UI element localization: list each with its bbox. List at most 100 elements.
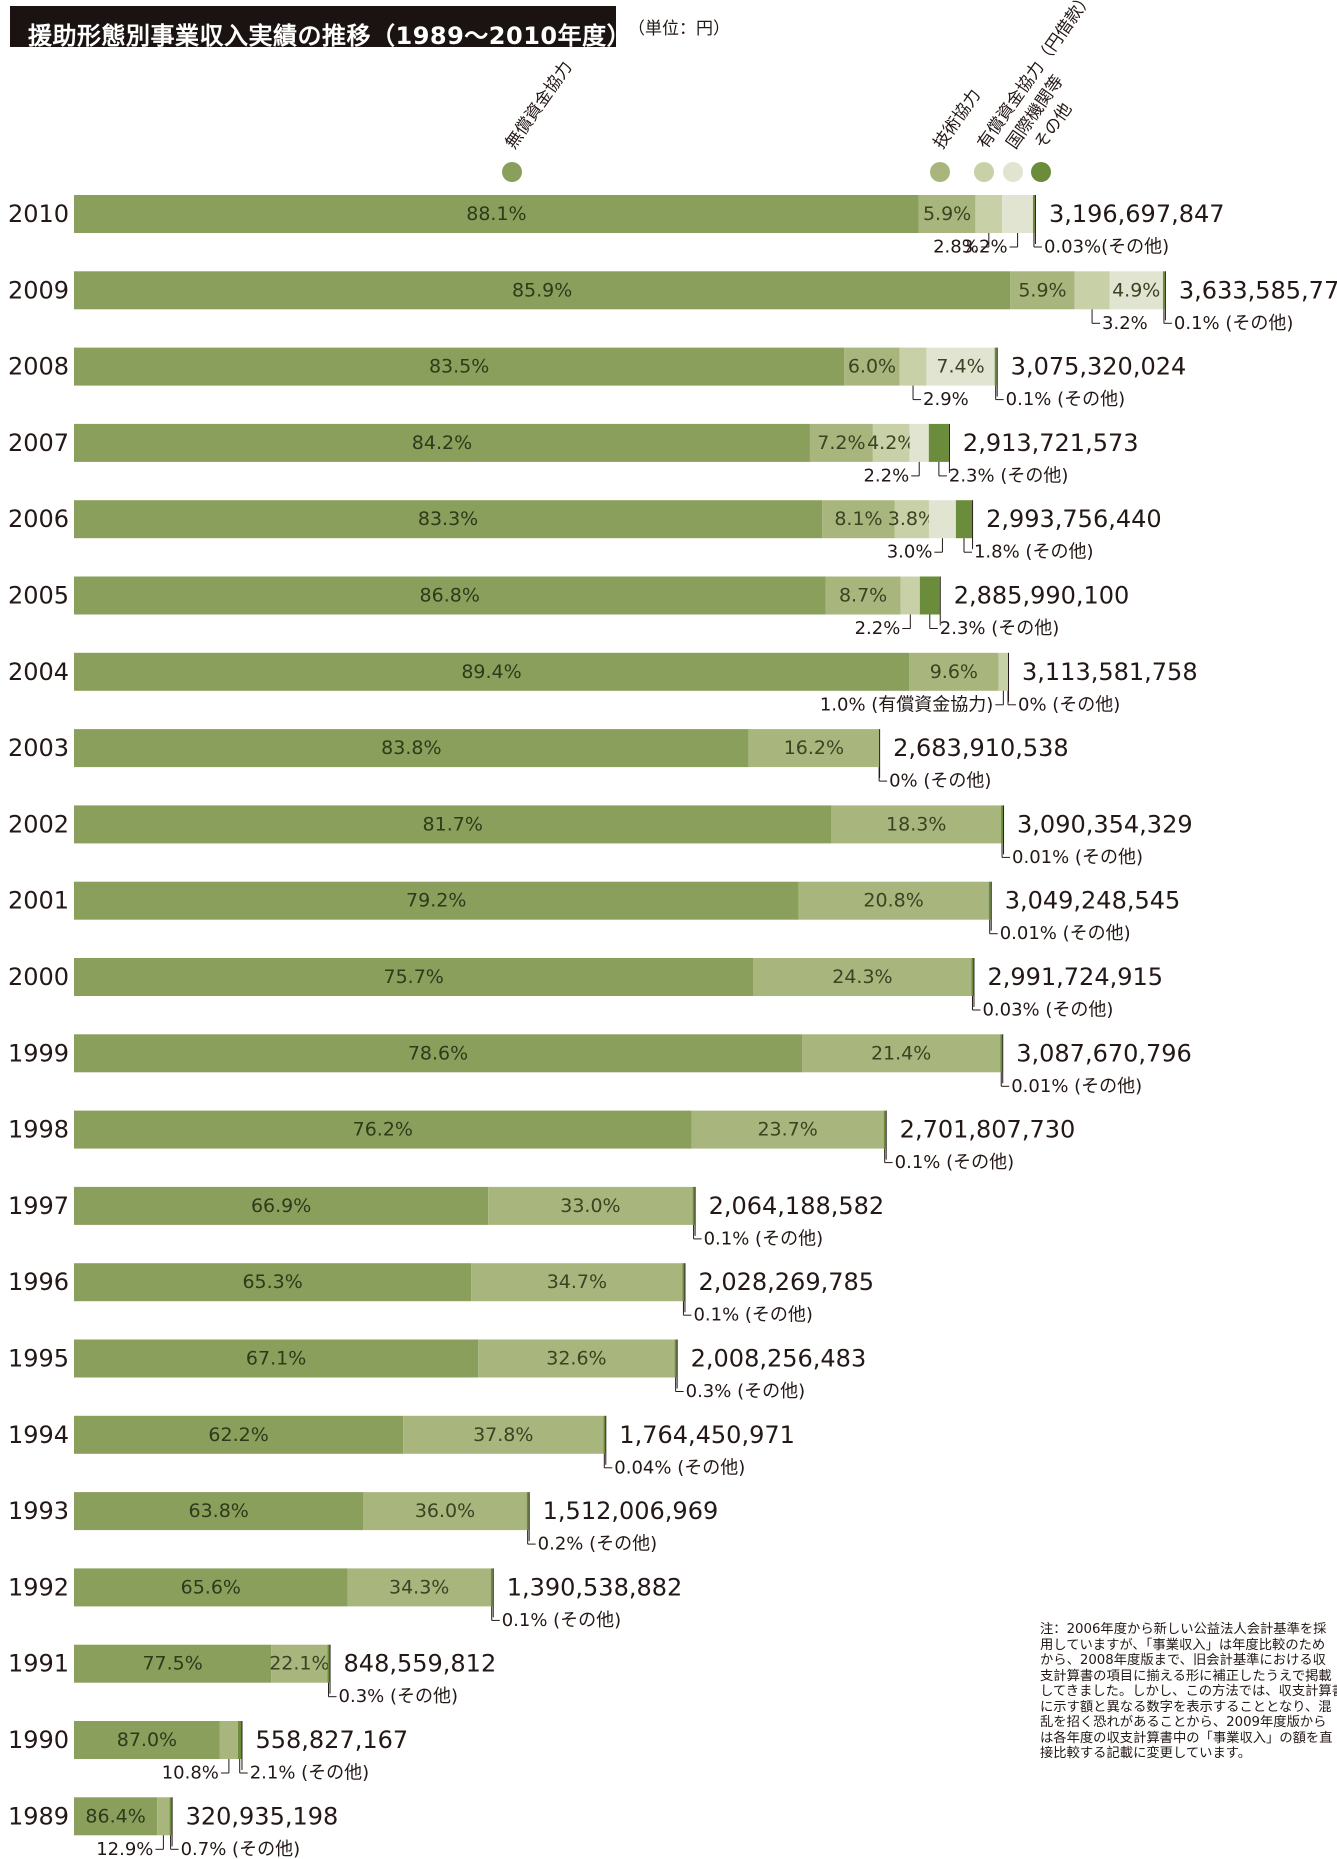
- bar-segment: [363, 1492, 527, 1531]
- callout-label: 2.3% (その他): [949, 465, 1069, 486]
- bar-segment: [926, 347, 995, 386]
- callout-label: 0.03% (その他): [982, 1000, 1113, 1021]
- callout-label: 0.01% (その他): [1012, 847, 1143, 868]
- legend-dot: [1003, 162, 1023, 182]
- bar-segment: [74, 729, 749, 768]
- bar-segment: [74, 1797, 158, 1836]
- bar-segment: [74, 1034, 803, 1073]
- bar-segment: [478, 1339, 675, 1378]
- callout-label: 2.2%: [863, 465, 909, 486]
- bar-segment: [74, 500, 823, 539]
- total-label: 3,049,248,545: [1005, 887, 1181, 915]
- segment-label: 87.0%: [117, 1729, 177, 1751]
- bar-segment: [998, 652, 1009, 691]
- total-label: 3,196,697,847: [1049, 200, 1225, 228]
- legend-dot: [502, 162, 522, 182]
- bar-segment: [74, 271, 1011, 310]
- segment-label: 9.6%: [930, 661, 978, 683]
- total-label: 2,064,188,582: [709, 1192, 885, 1220]
- callout-label: 2.1% (その他): [250, 1763, 370, 1784]
- bar-segment: [909, 423, 929, 462]
- total-label: 2,028,269,785: [698, 1268, 874, 1296]
- callout-label: 1.8% (その他): [974, 542, 1094, 563]
- year-label: 1993: [8, 1497, 69, 1525]
- callout-label: 2.3% (その他): [940, 618, 1060, 639]
- segment-label: 3.8%: [888, 508, 936, 530]
- segment-label: 4.2%: [867, 432, 915, 454]
- callout-label: 0.03%(その他): [1044, 237, 1169, 258]
- segment-label: 4.9%: [1112, 279, 1160, 301]
- callout-label: 0.2% (その他): [538, 1534, 658, 1555]
- bar-segment: [825, 576, 901, 615]
- bar-segment: [1002, 195, 1033, 233]
- segment-label: 8.7%: [839, 585, 887, 607]
- callout-label: 0% (その他): [1018, 694, 1120, 715]
- segment-label: 5.9%: [1018, 279, 1066, 301]
- year-label: 1990: [8, 1726, 69, 1754]
- bar-segment: [822, 500, 895, 539]
- callout-label: 0.1% (その他): [1174, 313, 1294, 334]
- bar-segment: [526, 1492, 529, 1531]
- bar-segment: [894, 500, 929, 539]
- bar-segment: [753, 958, 972, 996]
- bar-segment: [809, 423, 873, 462]
- segment-label: 20.8%: [863, 890, 923, 912]
- segment-label: 7.2%: [817, 432, 865, 454]
- bar-segment: [74, 881, 799, 920]
- segment-label: 6.0%: [848, 356, 896, 378]
- bar-segment: [928, 423, 949, 462]
- segment-label: 83.8%: [381, 737, 441, 759]
- bar-segment: [918, 195, 976, 233]
- segment-label: 84.2%: [412, 432, 472, 454]
- segment-label: 7.4%: [936, 356, 984, 378]
- segment-label: 89.4%: [461, 661, 521, 683]
- bar-segment: [74, 1721, 220, 1759]
- bar-segment: [74, 1415, 404, 1454]
- bar-segment: [74, 1644, 272, 1683]
- legend-dot: [974, 162, 994, 182]
- callout-label: 2.9%: [923, 389, 969, 410]
- year-label: 1995: [8, 1345, 69, 1373]
- bar-segment: [74, 1339, 479, 1378]
- total-label: 3,090,354,329: [1017, 810, 1193, 838]
- total-label: 1,390,538,882: [507, 1573, 683, 1601]
- callout-label: 2.2%: [855, 618, 901, 639]
- segment-label: 62.2%: [208, 1424, 268, 1446]
- callout-label: 12.9%: [96, 1839, 153, 1859]
- callout-label: 0.3% (その他): [686, 1381, 806, 1402]
- year-label: 2007: [8, 429, 69, 457]
- segment-label: 66.9%: [251, 1195, 311, 1217]
- bar-segment: [909, 652, 999, 691]
- bar-segment: [971, 958, 974, 996]
- year-label: 1999: [8, 1039, 69, 1067]
- year-label: 2002: [8, 810, 69, 838]
- segment-label: 36.0%: [415, 1500, 475, 1522]
- callout-label: 3.0%: [887, 542, 933, 563]
- segment-label: 23.7%: [757, 1119, 817, 1141]
- segment-label: 78.6%: [408, 1042, 468, 1064]
- callout-label: 0.01% (その他): [1000, 923, 1131, 944]
- bar-segment: [488, 1186, 693, 1225]
- bar-segment: [831, 805, 1002, 844]
- bar-segment: [1162, 271, 1165, 310]
- bar-segment: [74, 1110, 692, 1149]
- total-label: 2,913,721,573: [963, 429, 1139, 457]
- segment-label: 79.2%: [406, 890, 466, 912]
- bar-segment: [74, 652, 910, 691]
- bar-segment: [74, 958, 754, 996]
- bar-segment: [975, 195, 1003, 233]
- bar-segment: [490, 1568, 493, 1607]
- bar-segment: [74, 195, 919, 233]
- bar-segment: [682, 1263, 685, 1302]
- total-label: 1,764,450,971: [619, 1421, 795, 1449]
- bar-segment: [1000, 1034, 1003, 1073]
- legend-label: 無償資金協力: [502, 58, 577, 153]
- bar-segment: [74, 576, 826, 615]
- bar-segment: [327, 1644, 330, 1683]
- year-label: 2009: [8, 276, 69, 304]
- total-label: 2,993,756,440: [986, 505, 1162, 533]
- bar-segment: [955, 500, 973, 539]
- bar-segment: [748, 729, 880, 768]
- total-label: 320,935,198: [186, 1802, 339, 1830]
